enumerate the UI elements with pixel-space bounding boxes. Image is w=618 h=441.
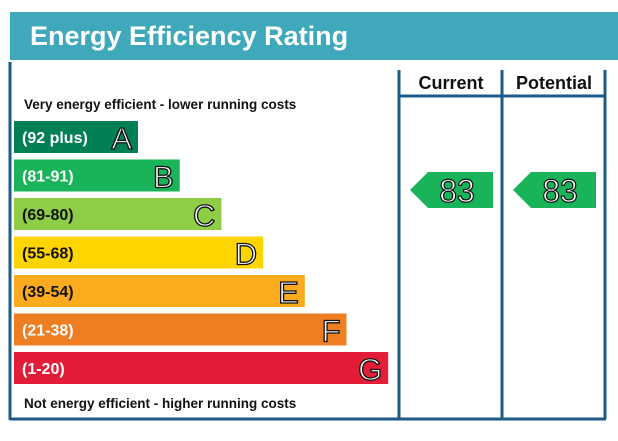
bottom-note: Not energy efficient - higher running co… [24, 396, 296, 411]
band-letter: D [235, 237, 257, 272]
band-range: (92 plus) [22, 130, 88, 147]
band-letter: C [193, 198, 215, 233]
band [14, 236, 264, 269]
band-letter: G [358, 352, 382, 387]
frame [8, 62, 607, 421]
band-range: (39-54) [22, 284, 74, 301]
band [14, 313, 347, 346]
band-letter: B [153, 160, 174, 195]
band-letter: E [278, 275, 299, 310]
band [14, 352, 389, 384]
rating-value: 83 [542, 173, 578, 209]
band-letter: F [322, 314, 341, 349]
band-range: (1-20) [22, 361, 65, 378]
top-note: Very energy efficient - lower running co… [24, 97, 296, 112]
band-range: (81-91) [22, 169, 74, 186]
band [14, 159, 180, 192]
column-header: Potential [516, 73, 592, 93]
band-letter: A [111, 121, 132, 156]
band-range: (69-80) [22, 207, 74, 224]
title: Energy Efficiency Rating [30, 21, 348, 51]
band [14, 198, 222, 230]
band-range: (55-68) [22, 246, 74, 263]
rating-value: 83 [439, 173, 475, 209]
band [14, 275, 305, 307]
band-range: (21-38) [22, 323, 74, 340]
rating-arrow [513, 172, 596, 208]
column-header: Current [418, 73, 483, 93]
band [14, 121, 138, 153]
title-bar [10, 12, 618, 60]
rating-arrow [410, 172, 493, 208]
